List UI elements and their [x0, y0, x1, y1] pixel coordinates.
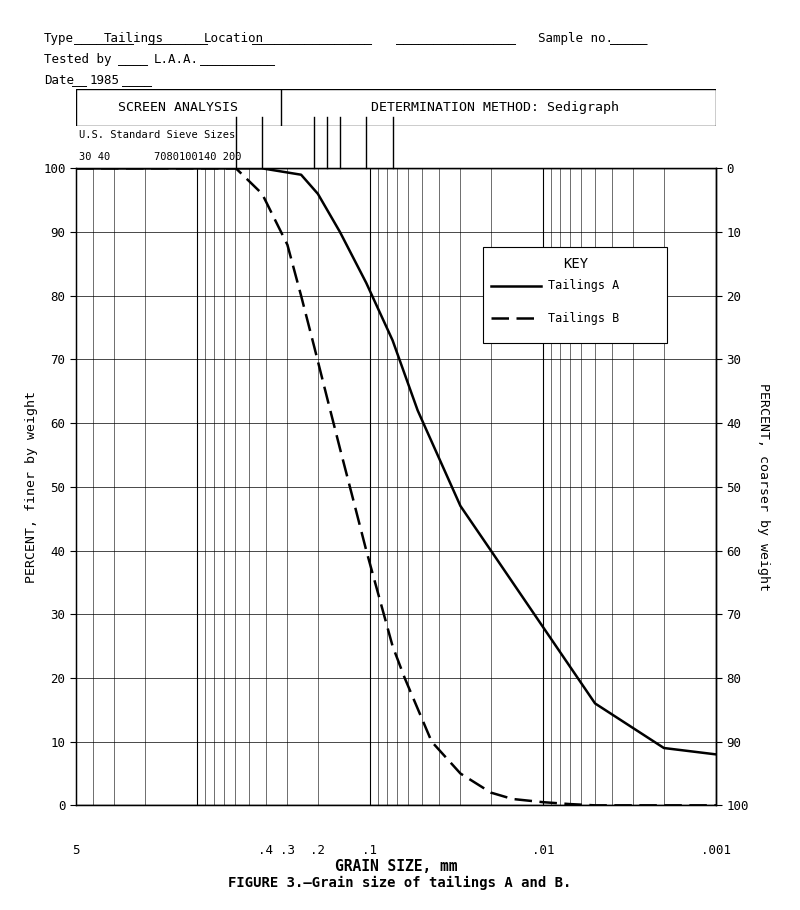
Text: Type: Type: [44, 32, 74, 45]
Text: 30 40       7080100140 200: 30 40 7080100140 200: [79, 152, 242, 161]
Text: ________: ________: [148, 32, 208, 45]
Text: .4: .4: [258, 844, 274, 856]
Text: .2: .2: [310, 844, 326, 856]
Y-axis label: PERCENT, coarser by weight: PERCENT, coarser by weight: [758, 383, 770, 591]
Text: ________________: ________________: [396, 32, 516, 45]
Text: Location: Location: [204, 32, 264, 45]
Text: Tailings: Tailings: [104, 32, 164, 45]
Text: ________: ________: [74, 32, 134, 45]
Text: __________: __________: [200, 53, 275, 66]
Text: ____: ____: [118, 53, 148, 66]
Text: .1: .1: [362, 844, 378, 856]
Text: Tailings A: Tailings A: [548, 279, 619, 292]
Text: .001: .001: [701, 844, 731, 856]
Text: KEY: KEY: [562, 257, 588, 271]
Text: _____: _____: [610, 32, 647, 45]
Text: __: __: [72, 74, 87, 86]
Text: .01: .01: [532, 844, 554, 856]
Text: Tested by: Tested by: [44, 53, 111, 66]
Text: Date: Date: [44, 74, 74, 86]
Text: U.S. Standard Sieve Sizes: U.S. Standard Sieve Sizes: [79, 130, 235, 140]
Text: ____: ____: [122, 74, 152, 86]
Text: FIGURE 3.–Grain size of tailings A and B.: FIGURE 3.–Grain size of tailings A and B…: [228, 875, 572, 890]
Text: L.A.A.: L.A.A.: [154, 53, 198, 66]
Text: .3: .3: [280, 844, 295, 856]
Text: Tailings B: Tailings B: [548, 311, 619, 325]
Text: GRAIN SIZE, mm: GRAIN SIZE, mm: [334, 859, 458, 875]
Text: 5: 5: [72, 844, 80, 856]
Text: DETERMINATION METHOD: Sedigraph: DETERMINATION METHOD: Sedigraph: [371, 101, 619, 114]
Text: ________________: ________________: [252, 32, 372, 45]
Text: SCREEN ANALYSIS: SCREEN ANALYSIS: [118, 101, 238, 114]
Y-axis label: PERCENT, finer by weight: PERCENT, finer by weight: [25, 391, 38, 582]
Text: 1985: 1985: [90, 74, 120, 86]
Text: Sample no.: Sample no.: [538, 32, 613, 45]
